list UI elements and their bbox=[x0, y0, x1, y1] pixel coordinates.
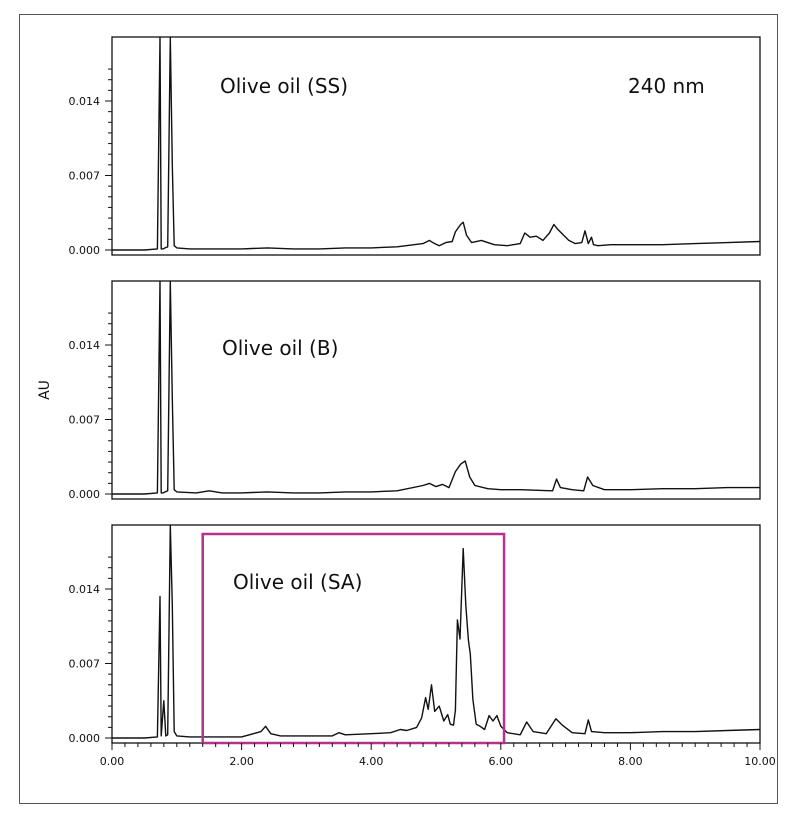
y-tick-label: 0.007 bbox=[69, 170, 101, 183]
y-tick-label: 0.014 bbox=[69, 339, 101, 352]
series-line-panel-1 bbox=[112, 37, 760, 251]
panel-1-title: Olive oil (SS) bbox=[220, 74, 348, 98]
panel-2-box bbox=[111, 280, 761, 500]
x-tick-label: 8.00 bbox=[618, 755, 643, 768]
y-tick-label: 0.000 bbox=[69, 244, 101, 257]
series-line-panel-2 bbox=[112, 281, 760, 495]
x-tick-label: 2.00 bbox=[229, 755, 254, 768]
highlight-box bbox=[201, 532, 506, 745]
y-tick-label: 0.007 bbox=[69, 658, 101, 671]
y-tick-label: 0.007 bbox=[69, 414, 101, 427]
panel-1-box bbox=[111, 36, 761, 256]
panel-3-title: Olive oil (SA) bbox=[233, 570, 362, 594]
plot-area: 0.000 0.007 0.014 Olive oil (SS) 0.000 0.007 0… bbox=[69, 36, 776, 768]
figure-frame bbox=[19, 14, 778, 804]
y-tick-label: 0.000 bbox=[69, 488, 101, 501]
x-tick-label: 10.00 bbox=[744, 755, 776, 768]
y-axis-label: AU bbox=[37, 380, 53, 400]
x-tick-label: 4.00 bbox=[359, 755, 384, 768]
y-tick-label: 0.000 bbox=[69, 732, 101, 745]
wavelength-label: 240 nm bbox=[628, 74, 705, 98]
y-tick-label: 0.014 bbox=[69, 95, 101, 108]
y-tick-label: 0.014 bbox=[69, 583, 101, 596]
x-tick-label: 0.00 bbox=[100, 755, 125, 768]
series-line-panel-3 bbox=[112, 525, 760, 739]
x-tick-label: 6.00 bbox=[489, 755, 514, 768]
panel-2-title: Olive oil (B) bbox=[222, 336, 338, 360]
